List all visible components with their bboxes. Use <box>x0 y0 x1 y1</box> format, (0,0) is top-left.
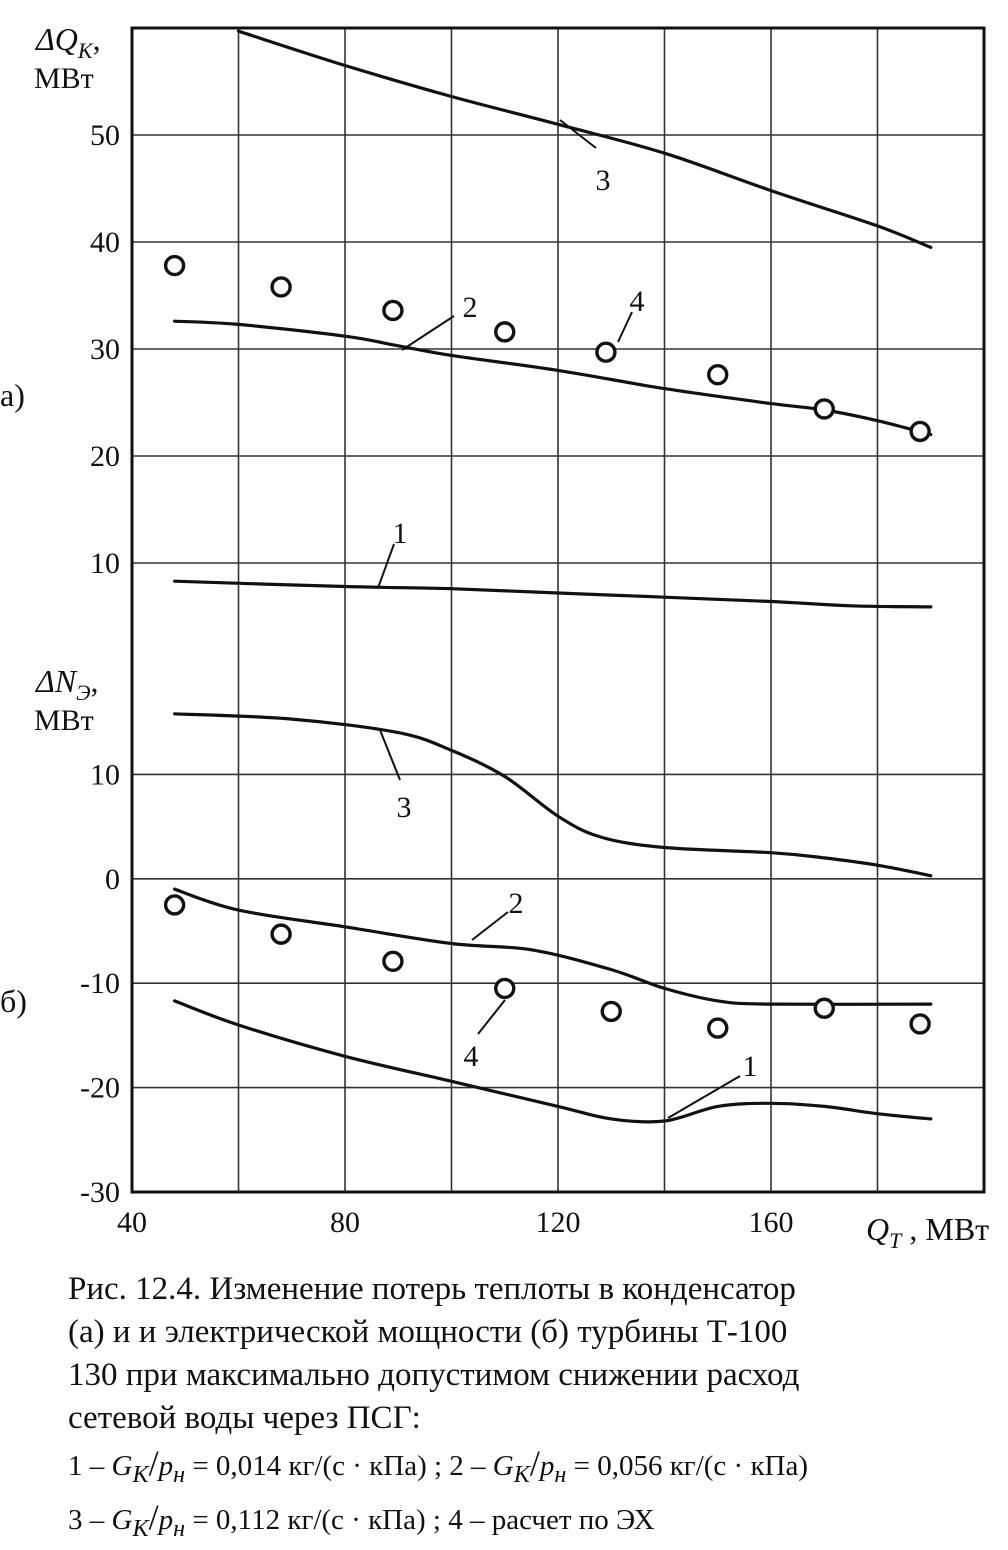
callout-leader <box>667 1075 741 1119</box>
x-tick-label: 160 <box>749 1206 794 1239</box>
y-tick-label: 50 <box>90 119 120 152</box>
marker-point <box>163 894 186 916</box>
x-tick-label: 80 <box>330 1206 360 1239</box>
y-tick-label: -10 <box>80 967 120 1000</box>
callout-leader <box>379 729 401 781</box>
legend-line-2: 3 – GK/pн = 0,112 кг/(с · кПа) ; 4 – рас… <box>68 1496 655 1542</box>
marker-point <box>595 341 617 363</box>
caption-line: (а) и и электрической мощности (б) турби… <box>68 1314 788 1350</box>
marker-point <box>813 997 835 1019</box>
marker-point <box>909 420 931 443</box>
y-tick-label: -20 <box>80 1072 120 1105</box>
panel-label: а) <box>0 377 25 413</box>
series-callout-label: 2 <box>463 291 478 324</box>
caption-line: сетевой воды через ПСГ: <box>68 1400 421 1436</box>
callout-leader <box>401 315 455 351</box>
x-tick-label: 120 <box>536 1206 581 1239</box>
marker-point <box>494 977 516 1000</box>
marker-point <box>270 923 292 945</box>
y-tick-label: 0 <box>105 863 120 896</box>
y-tick-label: 10 <box>90 758 120 791</box>
plot-frame <box>130 26 986 1194</box>
series-callout-label: 3 <box>596 164 611 197</box>
caption-line: 130 при максимально допустимом снижении … <box>68 1357 800 1393</box>
series-callout-label: 3 <box>397 791 412 824</box>
marker-callout-label: 4 <box>630 285 645 318</box>
marker-point <box>382 950 404 972</box>
marker-point <box>707 1017 729 1039</box>
legend: 1 – GK/pн = 0,014 кг/(с · кПа) ; 2 – GK/… <box>68 1442 1008 1550</box>
series-callout-label: 1 <box>743 1050 758 1083</box>
series-line-b-s2 <box>173 887 933 1006</box>
marker-point <box>909 1013 931 1035</box>
series-line-a-s1 <box>173 579 933 609</box>
series-line-b-s3 <box>173 712 933 878</box>
marker-point <box>600 1000 622 1023</box>
marker-point <box>494 321 516 343</box>
y-tick-label: 40 <box>90 226 120 259</box>
marker-point <box>707 363 729 386</box>
callout-leader <box>471 911 509 941</box>
series-line-b-s1 <box>173 999 933 1124</box>
callout-leader <box>477 999 506 1035</box>
caption-line: Рис. 12.4. Изменение потерь теплоты в ко… <box>68 1271 796 1307</box>
panel-label: б) <box>0 983 27 1019</box>
series-line-a-s2 <box>173 319 933 437</box>
marker-point <box>382 299 404 322</box>
x-axis-title: QT , МВт <box>866 1211 989 1253</box>
callout-leader <box>559 119 597 149</box>
callout-leader <box>617 311 633 343</box>
chart: 10 20 30 40 50 ΔQK, МВт а) -30 -20 -10 0 10 ΔNЭ, МВт… <box>0 21 989 1253</box>
y-axis-unit: МВт <box>34 62 94 95</box>
marker-point <box>163 254 186 277</box>
y-axis-unit: МВт <box>34 704 94 737</box>
series-callout-label: 2 <box>509 887 524 920</box>
marker-point <box>813 398 835 420</box>
legend-line-1: 1 – GK/pн = 0,014 кг/(с · кПа) ; 2 – GK/… <box>68 1443 809 1488</box>
callout-leader <box>377 543 395 589</box>
y-tick-label: 30 <box>90 333 120 366</box>
figure-caption: Рис. 12.4. Изменение потерь теплоты в ко… <box>68 1268 1008 1440</box>
y-axis-title: ΔQK, <box>34 21 101 63</box>
y-axis-title: ΔNЭ, <box>34 663 99 705</box>
x-tick-label: 40 <box>117 1206 147 1239</box>
y-tick-label: -30 <box>80 1176 120 1209</box>
marker-point <box>270 276 292 298</box>
series-callout-label: 1 <box>393 517 408 550</box>
marker-callout-label: 4 <box>464 1040 479 1073</box>
series-line-a-s3 <box>236 29 933 249</box>
y-tick-label: 10 <box>90 547 120 580</box>
y-tick-label: 20 <box>90 440 120 473</box>
